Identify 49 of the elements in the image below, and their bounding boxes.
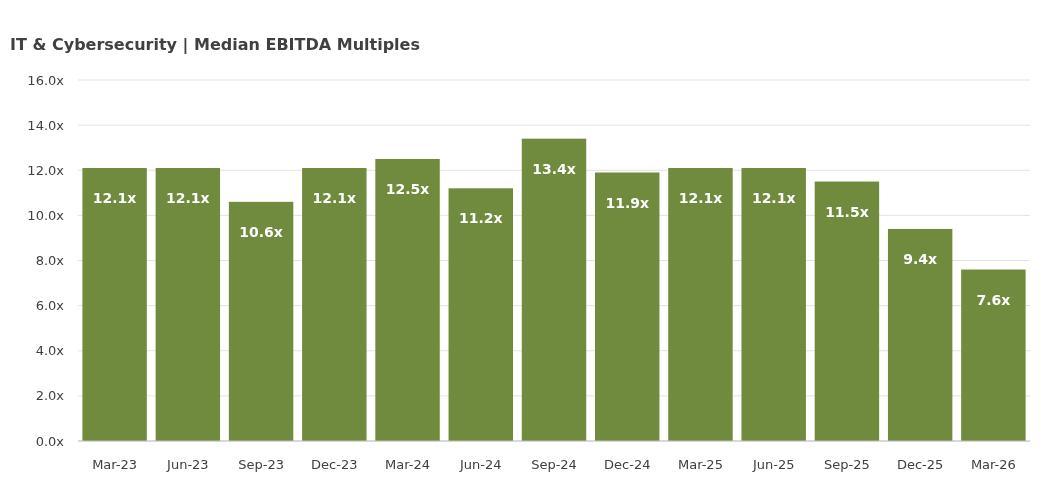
bar	[521, 138, 587, 441]
y-tick-label: 16.0x	[27, 72, 65, 88]
y-tick-label: 2.0x	[35, 388, 65, 404]
y-tick-label: 14.0x	[27, 117, 65, 133]
bar	[887, 228, 953, 441]
data-label: 11.2x	[458, 210, 503, 227]
chart-title: IT & Cybersecurity | Median EBITDA Multiples	[10, 35, 420, 55]
y-tick-label: 4.0x	[35, 343, 65, 359]
y-tick-label: 10.0x	[27, 207, 65, 223]
data-label: 7.6x	[976, 291, 1011, 308]
data-label: 12.5x	[385, 180, 430, 197]
x-tick-label: Jun-24	[459, 457, 502, 472]
y-tick-label: 0.0x	[35, 433, 65, 449]
x-tick-label: Sep-25	[824, 457, 870, 472]
x-tick-label: Jun-23	[166, 457, 209, 472]
data-label: 12.1x	[751, 189, 796, 206]
data-label: 12.1x	[92, 189, 137, 206]
bar	[595, 172, 660, 441]
data-label: 12.1x	[312, 189, 357, 206]
y-tick-label: 12.0x	[27, 162, 65, 178]
x-tick-label: Dec-23	[311, 457, 358, 472]
bar	[961, 269, 1026, 441]
x-tick-label: Mar-26	[970, 457, 1016, 472]
x-tick-label: Dec-24	[604, 457, 651, 472]
x-tick-label: Mar-25	[677, 457, 723, 472]
data-label: 12.1x	[678, 189, 723, 206]
bar	[448, 188, 513, 441]
bar	[814, 181, 880, 441]
bar	[228, 201, 294, 441]
x-tick-label: Sep-23	[238, 457, 284, 472]
data-label: 10.6x	[239, 223, 283, 240]
bar	[155, 167, 221, 441]
x-tick-label: Dec-25	[896, 457, 944, 472]
x-tick-label: Mar-24	[385, 457, 431, 472]
bar	[302, 167, 367, 441]
bar	[741, 167, 806, 441]
data-label: 11.9x	[605, 194, 650, 211]
x-tick-label: Sep-24	[531, 457, 577, 472]
y-tick-label: 6.0x	[35, 298, 65, 314]
x-tick-label: Jun-25	[751, 457, 795, 472]
data-label: 12.1x	[166, 189, 210, 206]
x-tick-label: Mar-23	[92, 457, 138, 472]
data-label: 9.4x	[903, 250, 938, 267]
bar	[375, 158, 440, 441]
bar	[668, 167, 733, 441]
y-tick-label: 8.0x	[35, 253, 65, 269]
data-label: 11.5x	[825, 203, 869, 220]
data-label: 13.4x	[532, 160, 576, 177]
bar	[82, 167, 147, 441]
